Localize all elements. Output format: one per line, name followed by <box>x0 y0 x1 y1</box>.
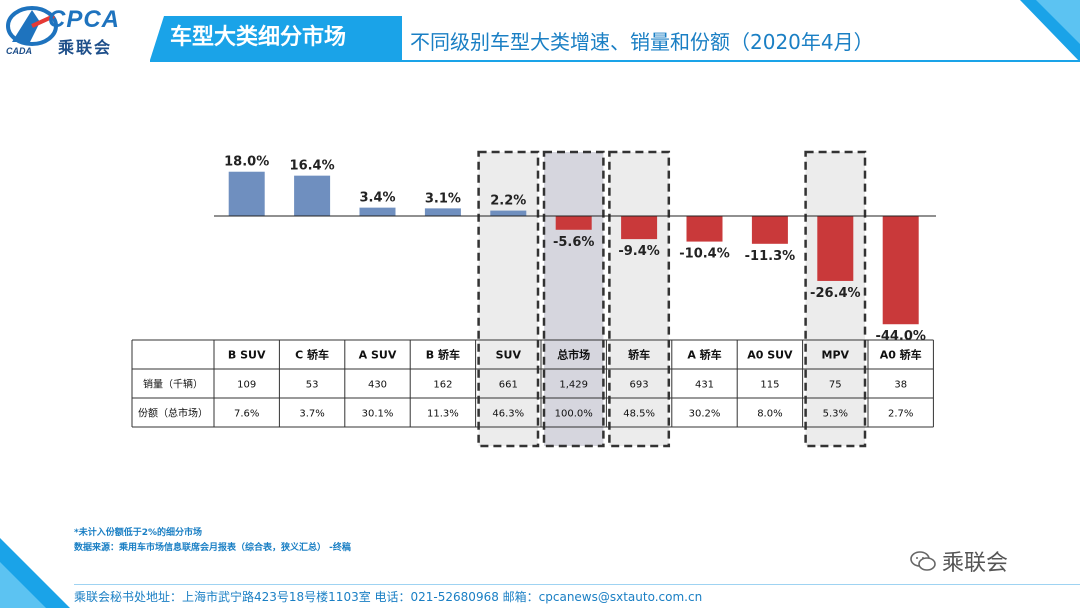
corner-bottom-decoration-icon <box>0 538 70 608</box>
notes: *未计入份额低于2%的细分市场 数据来源：乘用车市场信息联席会月报表（综合表，狭… <box>74 526 351 556</box>
highlight-box <box>477 150 540 448</box>
footer-divider <box>74 584 1080 585</box>
logo-emblem-icon: CADA <box>6 6 58 56</box>
bar <box>294 175 331 216</box>
corner-decoration-icon <box>1020 0 1080 62</box>
table-cell: 2.7% <box>888 409 913 420</box>
page-subtitle: 不同级别车型大类增速、销量和份额（2020年4月） <box>410 30 874 54</box>
data-label: 16.4% <box>290 159 335 174</box>
bar-chart: 18.0% 16.4% 3.4% 3.1% 2.2% -5.6% -9.4% -10.4% -1… <box>131 150 936 448</box>
highlight-box <box>608 150 671 448</box>
category-label: MPV <box>822 349 850 362</box>
table-cell: 30.1% <box>362 409 394 420</box>
table-cell: 661 <box>499 380 518 391</box>
logo-main-text: CPCA <box>48 6 121 33</box>
category-label: A SUV <box>359 349 397 362</box>
category-label: SUV <box>496 349 522 362</box>
table-cell: 162 <box>433 380 452 391</box>
category-label: 总市场 <box>557 348 590 362</box>
note-line-1: *未计入份额低于2%的细分市场 <box>74 528 202 538</box>
table-cell: 5.3% <box>823 409 848 420</box>
note-line-2: 数据来源：乘用车市场信息联席会月报表（综合表，狭义汇总） -终稿 <box>74 543 351 553</box>
cpca-logo: CADA CPCA 乘联会 <box>0 0 160 62</box>
data-label: -10.4% <box>679 247 730 262</box>
wechat-icon <box>910 551 936 571</box>
data-label: -26.4% <box>810 286 861 301</box>
footer-contact: 乘联会秘书处地址：上海市武宁路423号18号楼1103室 电话：021-5268… <box>74 590 703 604</box>
bar <box>424 208 461 216</box>
table-cell: 115 <box>760 380 779 391</box>
data-label: -9.4% <box>618 244 659 259</box>
header: CADA CPCA 乘联会 车型大类细分市场 不同级别车型大类增速、销量和份额（… <box>0 0 1080 62</box>
highlight-box <box>542 150 605 448</box>
table-cell: 30.2% <box>689 409 721 420</box>
category-label: C 轿车 <box>295 348 329 362</box>
category-label: A0 轿车 <box>880 348 922 362</box>
table-cell: 53 <box>306 380 319 391</box>
highlight-box <box>804 150 867 448</box>
row-label: 份额（总市场） <box>138 407 208 420</box>
bar <box>882 216 919 325</box>
table-cell: 38 <box>894 380 907 391</box>
table-cell: 431 <box>695 380 714 391</box>
table-cell: 100.0% <box>555 409 593 420</box>
table-cell: 430 <box>368 380 387 391</box>
bar <box>555 216 592 230</box>
data-label: 18.0% <box>224 155 269 170</box>
table-cell: 1,429 <box>559 380 588 391</box>
page-title: 车型大类细分市场 <box>150 16 402 60</box>
table-cell: 693 <box>630 380 649 391</box>
table-cell: 8.0% <box>757 409 782 420</box>
table-cell: 11.3% <box>427 409 459 420</box>
data-label: 3.1% <box>425 191 461 206</box>
bar <box>751 216 788 244</box>
wechat-badge: 乘联会 <box>910 545 1008 577</box>
category-label: B 轿车 <box>426 348 460 362</box>
table-cell: 7.6% <box>234 409 259 420</box>
category-label: B SUV <box>228 349 266 362</box>
bar <box>228 171 265 216</box>
logo-sub-text: 乘联会 <box>58 38 113 57</box>
table-cell: 46.3% <box>492 409 524 420</box>
category-label: A 轿车 <box>687 348 721 362</box>
table-cell: 48.5% <box>623 409 655 420</box>
bar <box>817 216 854 281</box>
data-label: -44.0% <box>875 329 926 344</box>
category-label: 轿车 <box>628 348 650 362</box>
bar <box>621 216 658 240</box>
category-label: A0 SUV <box>747 349 793 362</box>
data-label: 3.4% <box>359 191 395 206</box>
bar <box>490 210 527 216</box>
table-cell: 3.7% <box>299 409 324 420</box>
data-label: -11.3% <box>745 249 796 264</box>
wechat-label: 乘联会 <box>942 551 1009 576</box>
logo-mini-text: CADA <box>6 46 32 56</box>
row-label: 销量（千辆） <box>143 378 203 391</box>
header-divider <box>150 60 1080 62</box>
bar <box>359 207 396 216</box>
table-cell: 75 <box>829 380 842 391</box>
table-cell: 109 <box>237 380 256 391</box>
data-label: 2.2% <box>490 194 526 209</box>
data-label: -5.6% <box>553 235 594 250</box>
bar <box>686 216 723 242</box>
